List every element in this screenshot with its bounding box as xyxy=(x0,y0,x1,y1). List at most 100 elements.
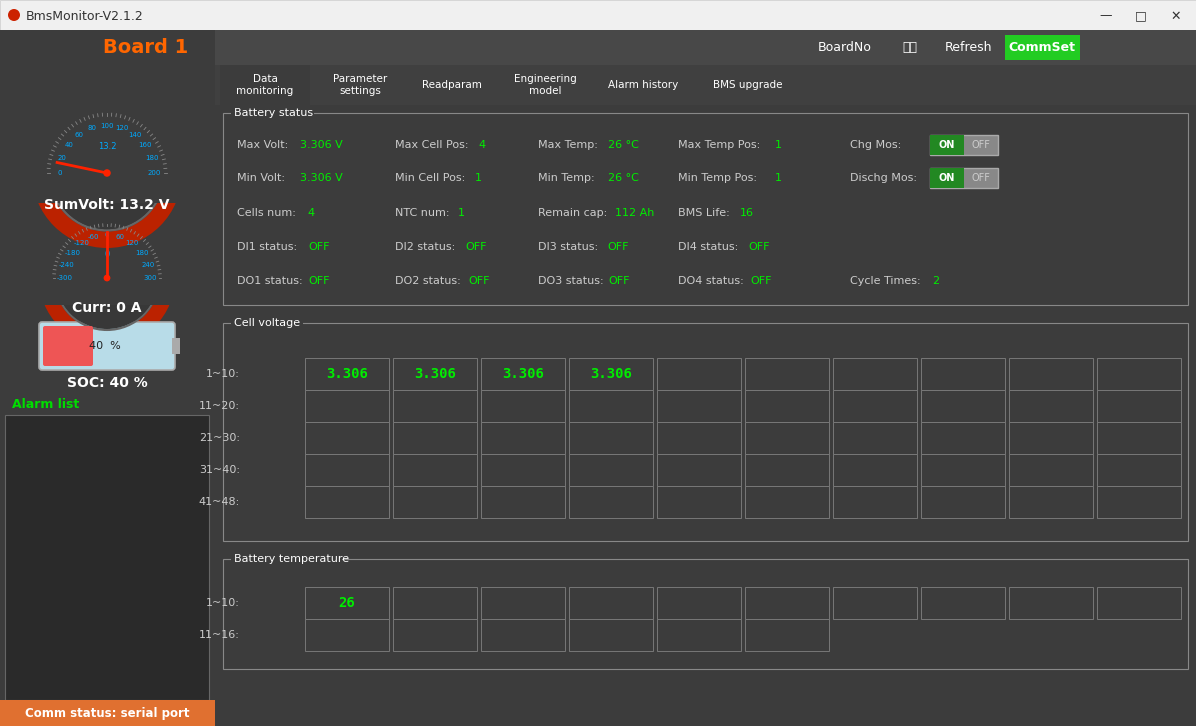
Bar xyxy=(172,338,181,354)
Text: 80: 80 xyxy=(87,125,97,131)
Bar xyxy=(0,30,215,700)
Text: DO4 status:: DO4 status: xyxy=(678,276,744,286)
Wedge shape xyxy=(54,278,160,331)
Bar xyxy=(569,358,653,390)
Text: 40  %: 40 % xyxy=(90,341,121,351)
Bar xyxy=(657,454,742,486)
Text: 120: 120 xyxy=(126,240,139,246)
Bar xyxy=(569,390,653,422)
Bar xyxy=(215,105,1196,726)
Bar xyxy=(657,358,742,390)
Text: Remain cap:: Remain cap: xyxy=(538,208,608,218)
Text: 中文: 中文 xyxy=(903,41,917,54)
Bar xyxy=(921,358,1005,390)
Text: 1: 1 xyxy=(775,173,782,183)
Bar xyxy=(832,358,917,390)
Bar xyxy=(745,486,829,518)
Bar xyxy=(305,390,389,422)
Text: Max Cell Pos:: Max Cell Pos: xyxy=(395,140,469,150)
Text: -180: -180 xyxy=(65,250,80,256)
Text: 4: 4 xyxy=(307,208,315,218)
Text: 1: 1 xyxy=(475,173,482,183)
Bar xyxy=(745,619,829,651)
Bar xyxy=(1009,587,1093,619)
Text: 41~48:: 41~48: xyxy=(199,497,240,507)
Text: 1~10:: 1~10: xyxy=(206,598,240,608)
Bar xyxy=(569,422,653,454)
Bar xyxy=(657,587,742,619)
Bar xyxy=(393,486,477,518)
Text: DO1 status:: DO1 status: xyxy=(237,276,303,286)
Text: Curr: 0 A: Curr: 0 A xyxy=(72,301,142,315)
Text: —: — xyxy=(1100,9,1112,23)
Bar xyxy=(930,135,964,155)
Text: 26 °C: 26 °C xyxy=(608,173,639,183)
Text: ON: ON xyxy=(939,173,956,183)
Bar xyxy=(305,358,389,390)
Wedge shape xyxy=(32,173,182,248)
Text: 3.306 V: 3.306 V xyxy=(300,173,343,183)
Text: OFF: OFF xyxy=(608,242,629,252)
Text: Max Temp Pos:: Max Temp Pos: xyxy=(678,140,761,150)
Text: □: □ xyxy=(1135,9,1147,23)
Text: NTC num:: NTC num: xyxy=(395,208,450,218)
Text: 200: 200 xyxy=(147,170,161,176)
Text: ✕: ✕ xyxy=(1171,9,1182,23)
Bar xyxy=(1009,390,1093,422)
Bar xyxy=(832,422,917,454)
Text: -120: -120 xyxy=(74,240,90,246)
Bar xyxy=(1097,358,1180,390)
Text: Max Temp:: Max Temp: xyxy=(538,140,598,150)
Text: Max Volt:: Max Volt: xyxy=(237,140,288,150)
Bar xyxy=(1009,422,1093,454)
Text: Min Volt:: Min Volt: xyxy=(237,173,285,183)
Bar xyxy=(832,587,917,619)
Text: DO2 status:: DO2 status: xyxy=(395,276,460,286)
Text: BMS Life:: BMS Life: xyxy=(678,208,730,218)
Bar xyxy=(481,587,565,619)
Circle shape xyxy=(8,9,20,21)
Text: 120: 120 xyxy=(115,125,128,131)
Wedge shape xyxy=(49,173,165,232)
Bar xyxy=(220,65,310,105)
Bar xyxy=(745,454,829,486)
Bar xyxy=(215,65,1196,105)
Text: 1~10:: 1~10: xyxy=(206,369,240,379)
Text: Board 1: Board 1 xyxy=(103,38,188,57)
Bar xyxy=(1005,35,1080,60)
Bar xyxy=(393,454,477,486)
Text: DO3 status:: DO3 status: xyxy=(538,276,604,286)
Text: DI1 status:: DI1 status: xyxy=(237,242,297,252)
Bar xyxy=(231,552,342,566)
Text: 1: 1 xyxy=(775,140,782,150)
Text: Min Temp:: Min Temp: xyxy=(538,173,594,183)
Bar xyxy=(745,358,829,390)
Text: 0: 0 xyxy=(57,170,62,176)
Text: Cell voltage: Cell voltage xyxy=(234,318,300,328)
Bar xyxy=(481,358,565,390)
Text: Alarm history: Alarm history xyxy=(608,80,678,90)
Text: Min Cell Pos:: Min Cell Pos: xyxy=(395,173,465,183)
Text: SOC: 40 %: SOC: 40 % xyxy=(67,376,147,390)
Text: OFF: OFF xyxy=(750,276,771,286)
Text: 300: 300 xyxy=(144,275,157,281)
Text: 2: 2 xyxy=(932,276,939,286)
Text: 26: 26 xyxy=(338,596,355,610)
Wedge shape xyxy=(39,278,175,346)
Text: Alarm list: Alarm list xyxy=(12,399,79,412)
Text: Data
monitoring: Data monitoring xyxy=(237,74,294,97)
Text: -60: -60 xyxy=(89,234,99,240)
Bar xyxy=(1009,358,1093,390)
Text: 31~40:: 31~40: xyxy=(199,465,240,475)
Text: 40: 40 xyxy=(65,142,73,148)
Circle shape xyxy=(103,169,111,176)
Bar xyxy=(921,454,1005,486)
Text: SumVolt: 13.2 V: SumVolt: 13.2 V xyxy=(44,198,170,212)
Bar xyxy=(1097,486,1180,518)
Text: 0: 0 xyxy=(104,250,110,258)
Bar xyxy=(393,358,477,390)
Text: Battery temperature: Battery temperature xyxy=(234,554,349,564)
Bar xyxy=(921,422,1005,454)
Text: DI4 status:: DI4 status: xyxy=(678,242,738,252)
Text: 4: 4 xyxy=(478,140,486,150)
